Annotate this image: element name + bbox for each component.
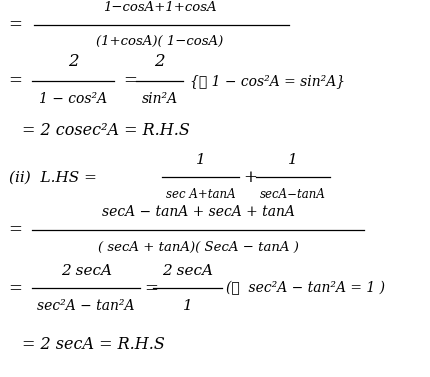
Text: = 2 secA = R.H.S: = 2 secA = R.H.S [22, 336, 164, 354]
Text: {∴ 1 − cos²A = sin²A}: {∴ 1 − cos²A = sin²A} [189, 74, 344, 88]
Text: 2: 2 [154, 54, 164, 70]
Text: (ii)  L.HS =: (ii) L.HS = [9, 170, 96, 184]
Text: secA−tanA: secA−tanA [260, 188, 325, 201]
Text: 1: 1 [182, 299, 192, 313]
Text: =: = [9, 280, 22, 297]
Text: 1: 1 [195, 153, 205, 167]
Text: =: = [9, 221, 22, 239]
Text: 1 − cos²A: 1 − cos²A [39, 92, 107, 106]
Text: 2 secA: 2 secA [162, 264, 212, 278]
Text: =: = [144, 280, 158, 297]
Text: sin²A: sin²A [141, 92, 177, 106]
Text: =: = [9, 72, 22, 90]
Text: =: = [123, 72, 136, 90]
Text: sec A+tanA: sec A+tanA [165, 188, 235, 201]
Text: 2: 2 [68, 54, 78, 70]
Text: (1+cosA)( 1−cosA): (1+cosA)( 1−cosA) [95, 35, 223, 48]
Text: =: = [9, 16, 28, 33]
Text: 2 secA: 2 secA [61, 264, 111, 278]
Text: sec²A − tan²A: sec²A − tan²A [37, 299, 135, 313]
Text: = 2 cosec²A = R.H.S: = 2 cosec²A = R.H.S [22, 121, 189, 139]
Text: +: + [243, 169, 257, 186]
Text: 1: 1 [288, 153, 297, 167]
Text: secA − tanA + secA + tanA: secA − tanA + secA + tanA [101, 205, 294, 219]
Text: ( secA + tanA)( SecA − tanA ): ( secA + tanA)( SecA − tanA ) [98, 241, 298, 253]
Text: (∴  sec²A − tan²A = 1 ): (∴ sec²A − tan²A = 1 ) [226, 281, 384, 296]
Text: 1−cosA+1+cosA: 1−cosA+1+cosA [102, 1, 216, 14]
